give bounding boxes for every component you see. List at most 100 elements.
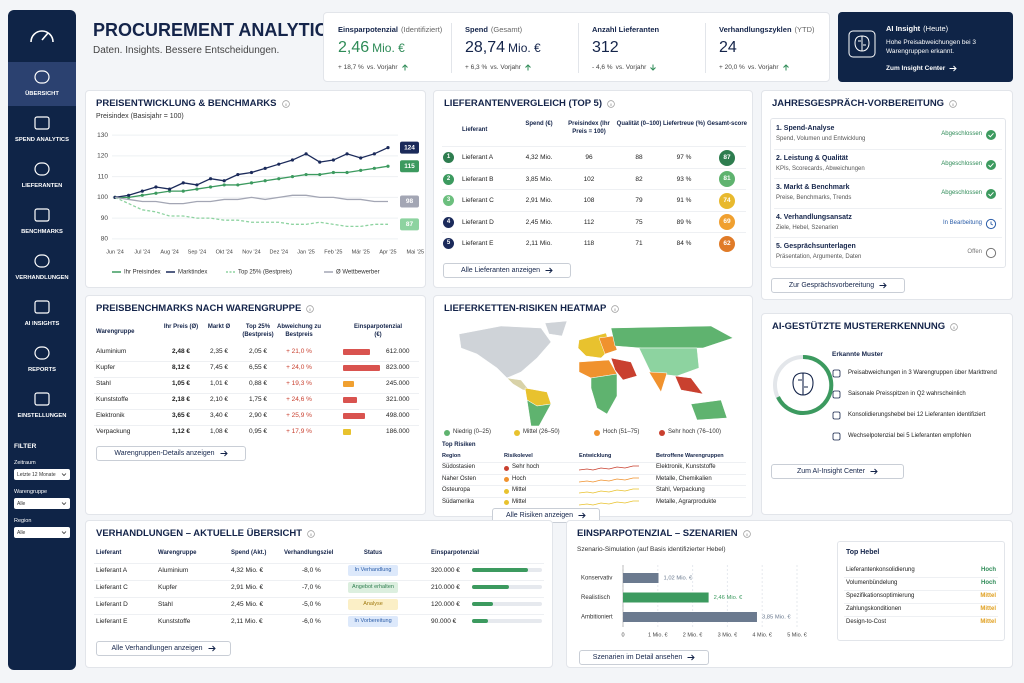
chevron-path xyxy=(61,531,67,535)
kpi-compare: vs. Vorjahr xyxy=(747,64,779,71)
x-tick-label: Dez '24 xyxy=(270,249,288,255)
table-cell: Naher Osten xyxy=(442,475,477,482)
column-header: Einsparpotenzial xyxy=(431,550,480,556)
table-cell: 93 % xyxy=(676,175,692,183)
row-divider xyxy=(442,167,746,169)
table-cell: 2,35 € xyxy=(209,348,229,355)
status-circle xyxy=(985,247,997,259)
filter-value: Alle xyxy=(17,529,26,536)
bar xyxy=(623,612,757,622)
row-divider xyxy=(442,496,746,498)
nav-item[interactable]: AI INSIGHTS xyxy=(8,292,76,336)
panel-title-row: PREISENTWICKLUNG & BENCHMARKS xyxy=(96,98,290,109)
pattern-icon xyxy=(832,411,841,420)
ai-link[interactable]: Zum Insight Center xyxy=(886,65,957,72)
button[interactable]: Alle Verhandlungen anzeigen xyxy=(96,641,231,656)
filter-select[interactable]: Letzte 12 Monate xyxy=(14,469,70,480)
info-circle xyxy=(281,99,290,108)
savings-label: 498.000 xyxy=(386,412,410,419)
legend-dot xyxy=(659,430,665,436)
level-dot xyxy=(504,488,509,494)
button[interactable]: Zur Gesprächsvorbereitung xyxy=(771,278,905,293)
pattern-icon xyxy=(832,369,841,378)
table-cell: 2,11 Mio. € xyxy=(231,618,263,625)
table-cell: Südostasien xyxy=(442,464,476,470)
chevron-path xyxy=(61,473,67,477)
column-header: Risikolevel xyxy=(504,453,533,459)
table-cell: 112 xyxy=(583,218,595,226)
row-divider xyxy=(844,590,998,591)
filter-select[interactable]: Alle xyxy=(14,527,70,538)
panel: LIEFERANTENVERGLEICH (TOP 5) Lieferant Spe… xyxy=(433,90,753,288)
panel-title: EINSPARPOTENZIAL – SZENARIEN xyxy=(577,528,738,539)
logo-gauge xyxy=(30,30,54,43)
step-title: 2. Leistung & Qualität xyxy=(776,154,848,162)
table-cell: -7,0 % xyxy=(302,584,321,591)
table-cell: 2,11 Mio. xyxy=(525,240,553,248)
kpi-change: + 20,0 % xyxy=(719,64,745,71)
row-divider xyxy=(94,580,544,581)
panel-subtitle: Szenario-Simulation (auf Basis identifiz… xyxy=(577,546,726,553)
nav-icon-shape xyxy=(34,70,50,84)
progress-ring xyxy=(773,354,834,415)
column-header: Spend (€) xyxy=(525,121,553,127)
table-cell: + 24,6 % xyxy=(286,396,312,403)
series-line xyxy=(114,194,388,205)
kpi-change-row: + 20,0 % vs. Vorjahr xyxy=(719,64,790,71)
point xyxy=(222,179,226,183)
score-badge: 81 xyxy=(719,171,735,188)
button[interactable]: Szenarien im Detail ansehen xyxy=(579,650,709,665)
filter-select[interactable]: Alle xyxy=(14,498,70,509)
kpi-change-row: + 6,3 % vs. Vorjahr xyxy=(465,64,532,71)
point xyxy=(222,183,226,187)
status-circle xyxy=(986,130,996,140)
filter-label: Warengruppe xyxy=(14,489,48,495)
kpi-label: Spend xyxy=(465,25,488,34)
panel-title-row: LIEFERANTENVERGLEICH (TOP 5) xyxy=(444,98,615,109)
arrow-icon xyxy=(687,654,695,661)
panel-title-row: LIEFERKETTEN-RISIKEN HEATMAP xyxy=(444,303,620,314)
kpi-divider xyxy=(578,23,579,73)
column-header: Markt Ø xyxy=(207,324,231,330)
savings-bar xyxy=(343,381,354,387)
button[interactable]: Alle Lieferanten anzeigen xyxy=(443,263,571,278)
nav-item[interactable]: VERHANDLUNGEN xyxy=(8,246,76,290)
panel-title: JAHRESGESPRÄCH-VORBEREITUNG xyxy=(772,98,945,109)
nav-item[interactable]: REPORTS xyxy=(8,338,76,382)
info-circle xyxy=(611,304,620,313)
y-tick-label: 130 xyxy=(97,132,108,139)
nav-item[interactable]: SPEND ANALYTICS xyxy=(8,108,76,152)
kpi-unit: Mio. € xyxy=(372,41,405,55)
kpi-change: + 18,7 % xyxy=(338,64,364,71)
status-circle xyxy=(986,189,996,199)
savings-bar xyxy=(343,429,352,435)
north-america xyxy=(458,325,552,379)
point xyxy=(386,164,390,168)
nav-item[interactable]: LIEFERANTEN xyxy=(8,154,76,198)
legend-label: Marktindex xyxy=(178,270,207,276)
point xyxy=(331,170,335,175)
x-tick-label: 3 Mio. € xyxy=(718,632,738,638)
arrow xyxy=(220,450,228,457)
status-circle xyxy=(985,218,997,229)
point xyxy=(277,177,281,181)
x-tick-label: Nov '24 xyxy=(242,249,260,255)
nav-item[interactable]: EINSTELLUNGEN xyxy=(8,384,76,428)
line-chart: 80 90 100 110 120 130 Jun '24 Jul '24 Aug '24 Sep… xyxy=(97,132,424,276)
nav-label: AI INSIGHTS xyxy=(24,321,60,327)
end-label: 87 xyxy=(406,221,414,228)
nav-item[interactable]: ÜBERSICHT xyxy=(8,62,76,106)
row-divider xyxy=(442,189,746,191)
table-cell: 6,55 € xyxy=(248,364,268,371)
kpi-compare: vs. Vorjahr xyxy=(366,64,398,71)
x-tick-label: 0 xyxy=(621,632,624,638)
nav-item[interactable]: BENCHMARKS xyxy=(8,200,76,244)
status-pill: Analyse xyxy=(348,599,398,610)
arrow-icon xyxy=(525,64,531,71)
kpi-label-row: Anzahl Lieferanten xyxy=(592,25,659,34)
status-circle xyxy=(986,159,996,170)
y-tick-label: 120 xyxy=(97,153,108,160)
button[interactable]: Warengruppen-Details anzeigen xyxy=(96,446,246,461)
point xyxy=(154,185,158,189)
button[interactable]: Zum AI-Insight Center xyxy=(771,464,904,479)
